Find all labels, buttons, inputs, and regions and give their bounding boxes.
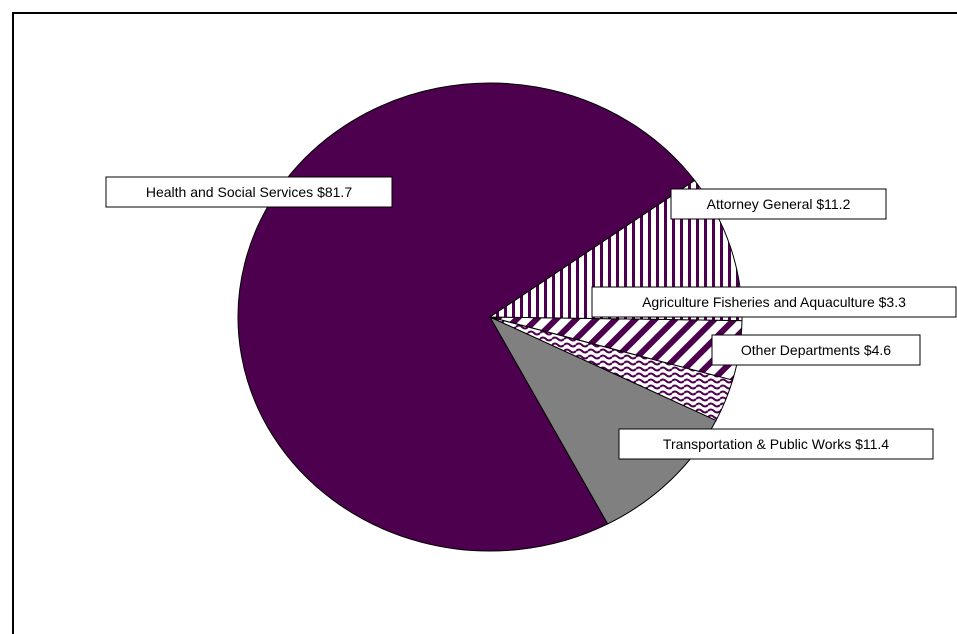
- pie-label-attorney-general: Attorney General $11.2: [670, 188, 887, 220]
- pie-label-other-departments: Other Departments $4.6: [711, 334, 921, 366]
- pie-label-box: [711, 334, 921, 366]
- pie-label-box: [591, 286, 957, 318]
- pie-slice-attorney-general: [488, 315, 717, 525]
- pie-label-text: Agriculture Fisheries and Aquaculture $3…: [642, 294, 906, 310]
- pie-label-box: [618, 428, 934, 460]
- pie-label-text: Health and Social Services $81.7: [146, 184, 352, 200]
- pie-labels: Health and Social Services $81.7 Attorney…: [105, 176, 957, 460]
- pie-label-text: Attorney General $11.2: [707, 196, 851, 212]
- pie-label-text: Transportation & Public Works $11.4: [663, 436, 889, 452]
- pie-label-health-social-services: Health and Social Services $81.7: [105, 176, 393, 208]
- pie-label-box: [105, 176, 393, 208]
- pie-label-agriculture-fisheries: Agriculture Fisheries and Aquaculture $3…: [591, 286, 957, 318]
- pie-label-box: [670, 188, 887, 220]
- pie-label-text: Other Departments $4.6: [741, 342, 891, 358]
- pie-label-transportation-public-works: Transportation & Public Works $11.4: [618, 428, 934, 460]
